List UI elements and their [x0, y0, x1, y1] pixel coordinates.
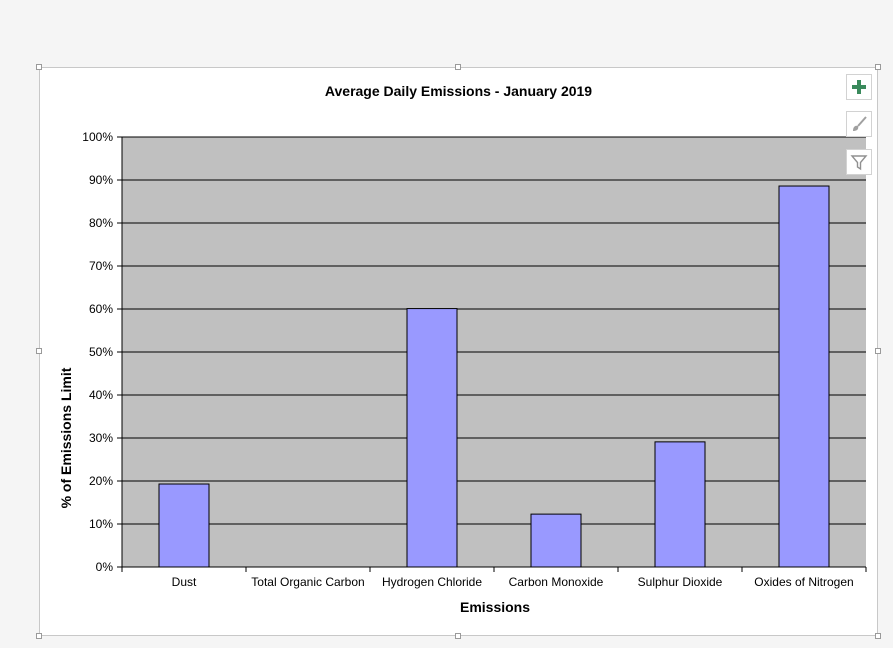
bar-dust — [158, 483, 210, 568]
bar-sulphur-dioxide — [654, 441, 706, 568]
chart-title: Average Daily Emissions - January 2019 — [324, 83, 593, 99]
y-tick-label: 20% — [89, 474, 113, 488]
y-tick-label: 70% — [89, 259, 113, 273]
y-tick-label: 100% — [82, 130, 113, 144]
x-tick-label: Hydrogen Chloride — [382, 575, 482, 589]
paintbrush-icon — [853, 116, 867, 131]
chart-area[interactable]: Average Daily Emissions - January 2019 %… — [39, 67, 878, 636]
resize-handle-top-right[interactable] — [875, 64, 881, 70]
x-tick-label: Dust — [172, 575, 197, 589]
resize-handle-bottom-left[interactable] — [36, 633, 42, 639]
resize-handle-right[interactable] — [875, 348, 881, 354]
x-tick-label: Oxides of Nitrogen — [754, 575, 853, 589]
resize-handle-bottom-right[interactable] — [875, 633, 881, 639]
bar-chart: 0% 10% 20% 30% 40% 50% 60% 70% 80% 90% 100% Dust Tot… — [82, 130, 867, 589]
y-tick-label: 90% — [89, 173, 113, 187]
y-tick-label: 0% — [96, 560, 114, 574]
y-tick-label: 10% — [89, 517, 113, 531]
x-tick-label: Sulphur Dioxide — [638, 575, 723, 589]
chart-styles-button[interactable] — [846, 111, 872, 137]
resize-handle-top[interactable] — [455, 64, 461, 70]
chart-elements-button[interactable] — [846, 74, 872, 100]
bar-hydrogen-chloride — [406, 308, 458, 568]
bar-oxides-of-nitrogen — [778, 185, 830, 568]
x-axis-title: Emissions — [459, 599, 531, 615]
y-tick-label: 30% — [89, 431, 113, 445]
y-tick-label: 40% — [89, 388, 113, 402]
x-tick-label: Total Organic Carbon — [251, 575, 364, 589]
chart-filters-button[interactable] — [846, 149, 872, 175]
resize-handle-bottom[interactable] — [455, 633, 461, 639]
bar-carbon-monoxide — [530, 513, 582, 568]
resize-handle-left[interactable] — [36, 348, 42, 354]
resize-handle-top-left[interactable] — [36, 64, 42, 70]
y-tick-label: 80% — [89, 216, 113, 230]
plus-icon — [852, 80, 866, 94]
x-tick-label: Carbon Monoxide — [509, 575, 604, 589]
y-tick-label: 50% — [89, 345, 113, 359]
y-tick-label: 60% — [89, 302, 113, 316]
filter-icon — [850, 155, 868, 171]
